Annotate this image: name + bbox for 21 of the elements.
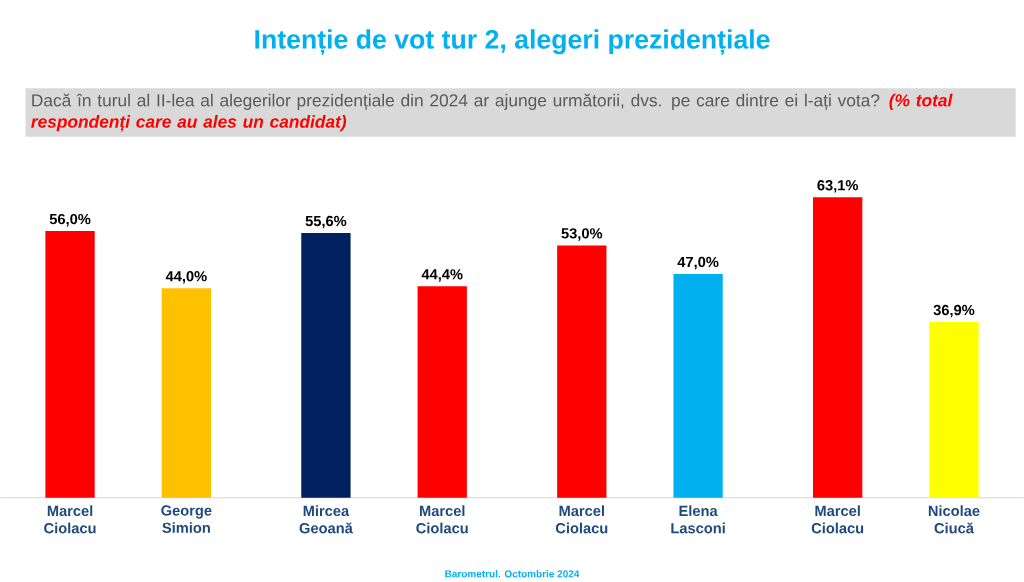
- data-label: 36,9%: [933, 304, 975, 318]
- x-tick-label: Elena Lasconi: [671, 505, 725, 534]
- data-label: 56,0%: [49, 213, 91, 227]
- data-label: 44,4%: [421, 269, 463, 282]
- text: respondenți care au ales un candidat): [31, 115, 347, 132]
- data-label: 63,1%: [817, 180, 859, 193]
- x-tick-label: Nicolae Ciucă: [928, 505, 980, 534]
- text: (% total: [889, 93, 953, 111]
- x-tick-label: Marcel Ciolacu: [416, 505, 468, 534]
- data-label: 55,6%: [305, 215, 347, 229]
- text: Dacă în turul al II-lea al alegerilor prezidențiale din 2024 ar ajunge următorii, dvs. pe care dintre ei l-ați vota?: [32, 93, 880, 111]
- data-label: 44,0%: [165, 271, 207, 284]
- x-tick-label: Mircea Geoană: [299, 505, 353, 534]
- text: Barometrul. Octombrie 2024: [445, 570, 580, 578]
- x-tick-label: Marcel Ciolacu: [811, 505, 864, 534]
- x-tick-label: George Simion: [161, 505, 212, 534]
- x-tick-label: Marcel Ciolacu: [555, 505, 608, 534]
- text: Intenție de vot tur 2, alegeri prezidențiale: [255, 29, 770, 55]
- data-label: 47,0%: [677, 256, 719, 270]
- data-label: 53,0%: [561, 228, 603, 241]
- x-tick-label: Marcel Ciolacu: [44, 505, 96, 534]
